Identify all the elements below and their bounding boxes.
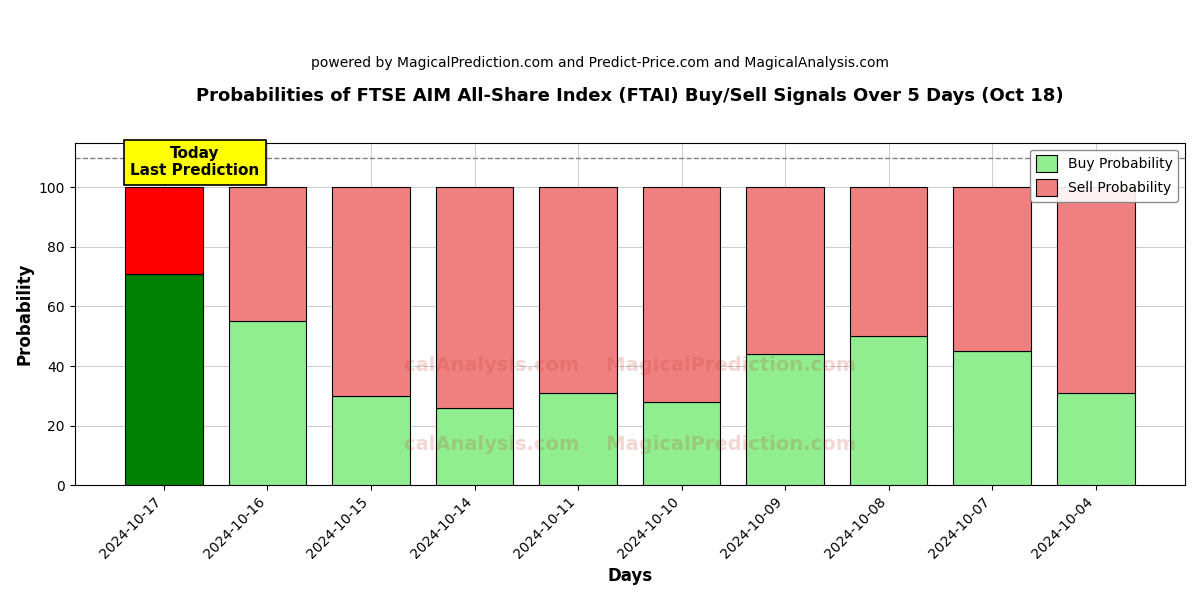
Bar — [643, 402, 720, 485]
Text: calAnalysis.com    MagicalPrediction.com: calAnalysis.com MagicalPrediction.com — [404, 434, 856, 454]
Bar — [229, 187, 306, 322]
Bar — [539, 187, 617, 393]
Title: Probabilities of FTSE AIM All-Share Index (FTAI) Buy/Sell Signals Over 5 Days (O: Probabilities of FTSE AIM All-Share Inde… — [196, 87, 1063, 105]
Bar — [125, 187, 203, 274]
Bar — [953, 187, 1031, 351]
Bar — [125, 274, 203, 485]
Bar — [1057, 187, 1134, 393]
Bar — [643, 187, 720, 402]
Bar — [332, 396, 410, 485]
Bar — [953, 351, 1031, 485]
Bar — [1057, 393, 1134, 485]
Bar — [332, 187, 410, 396]
Bar — [746, 354, 824, 485]
Text: powered by MagicalPrediction.com and Predict-Price.com and MagicalAnalysis.com: powered by MagicalPrediction.com and Pre… — [311, 56, 889, 70]
Text: calAnalysis.com    MagicalPrediction.com: calAnalysis.com MagicalPrediction.com — [404, 356, 856, 375]
Bar — [850, 187, 928, 336]
Bar — [436, 408, 514, 485]
Bar — [850, 336, 928, 485]
Text: Today
Last Prediction: Today Last Prediction — [131, 146, 259, 178]
Bar — [229, 322, 306, 485]
Bar — [746, 187, 824, 354]
Legend: Buy Probability, Sell Probability: Buy Probability, Sell Probability — [1030, 149, 1178, 202]
X-axis label: Days: Days — [607, 567, 653, 585]
Bar — [436, 187, 514, 408]
Bar — [539, 393, 617, 485]
Y-axis label: Probability: Probability — [16, 263, 34, 365]
